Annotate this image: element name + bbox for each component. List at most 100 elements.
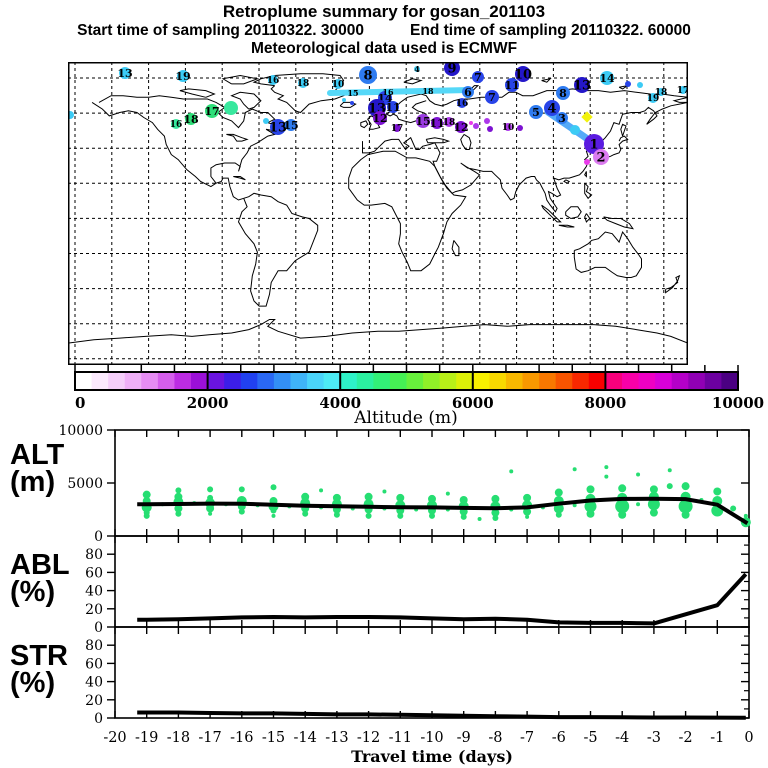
met-data-text: Meteorological data used is ECMWF bbox=[250, 40, 518, 57]
alt-scatter-dot bbox=[302, 510, 309, 517]
plume-cluster-dot bbox=[570, 125, 580, 135]
plume-cluster-day-label: 1 bbox=[589, 138, 598, 153]
panel-right-minor-ticks bbox=[744, 544, 749, 619]
alt-scatter-dot bbox=[666, 483, 673, 490]
y-tick-label: 20 bbox=[85, 602, 103, 618]
colorbar-segment bbox=[323, 372, 341, 390]
plume-cluster-dot bbox=[270, 119, 286, 135]
start-time-text: Start time of sampling 20110322. 30000 bbox=[77, 22, 365, 39]
plume-cluster-day-label: 16 bbox=[267, 76, 280, 86]
alt-scatter-dot bbox=[647, 498, 660, 511]
alt-scatter-dot bbox=[319, 488, 324, 493]
alt-scatter-dot bbox=[554, 488, 563, 497]
x-tick-label: -9 bbox=[457, 730, 471, 746]
plume-cluster-day-label: 8 bbox=[559, 87, 567, 100]
colorbar-segment bbox=[721, 372, 739, 390]
plume-cluster-dot bbox=[416, 114, 430, 128]
plume-cluster-dot bbox=[263, 118, 269, 124]
panel-abl: 0 20 40 60 80 bbox=[85, 535, 750, 636]
plume-cluster-day-label: 16 bbox=[382, 87, 394, 97]
plume-cluster-dot bbox=[574, 77, 590, 93]
alt-scatter-dot bbox=[649, 485, 658, 494]
colorbar-segment bbox=[389, 372, 407, 390]
panel-border bbox=[114, 535, 750, 628]
x-tick-label: -2 bbox=[679, 730, 693, 746]
plume-cluster-day-label: 11 bbox=[504, 79, 519, 92]
plume-cluster-day-label: 15 bbox=[283, 119, 298, 132]
plume-cluster-dot bbox=[119, 67, 131, 79]
plume-cluster-dot bbox=[205, 104, 219, 118]
abl-axis-label: ABL (%) bbox=[10, 549, 70, 608]
colorbar-segment bbox=[207, 372, 225, 390]
alt-scatter-dot bbox=[175, 510, 182, 517]
panel-y-ticks bbox=[107, 644, 749, 719]
plume-cluster-dot bbox=[171, 119, 181, 129]
alt-scatter-dot bbox=[523, 493, 532, 502]
alt-scatter-dot bbox=[270, 484, 277, 491]
plume-cluster-dot bbox=[414, 66, 420, 72]
panel-alt: 0 5000 10000 bbox=[58, 423, 751, 545]
alt-scatter-dot bbox=[208, 511, 213, 516]
panel-border bbox=[114, 429, 750, 537]
x-tick-label: -4 bbox=[615, 730, 629, 746]
alt-scatter-dot bbox=[584, 500, 597, 513]
alt-scatter-dot bbox=[175, 487, 182, 494]
alt-scatter-dot bbox=[238, 508, 245, 515]
plume-cluster-day-label: 13 bbox=[117, 67, 132, 80]
plume-cluster-day-label: 13 bbox=[269, 121, 287, 136]
colorbar-tick-label: 8000 bbox=[585, 394, 627, 412]
plume-cluster-day-label: 3 bbox=[558, 112, 566, 125]
y-tick-label: 40 bbox=[85, 584, 103, 600]
y-tick-label: 60 bbox=[85, 656, 103, 672]
plume-cluster-dot bbox=[584, 134, 604, 154]
x-tick-label: -7 bbox=[520, 730, 534, 746]
colorbar-segment bbox=[505, 372, 524, 390]
x-tick-label: 0 bbox=[744, 730, 753, 746]
panel-str: 0 20 40 60 80 bbox=[85, 626, 750, 727]
plume-cluster-dot bbox=[185, 113, 197, 125]
colorbar-segment bbox=[489, 372, 507, 390]
alt-scatter-dot bbox=[143, 512, 150, 519]
colorbar-segment bbox=[539, 372, 557, 390]
colorbar-segment bbox=[124, 372, 142, 390]
plume-cluster-day-label: 10 bbox=[502, 123, 515, 133]
plume-cluster-dot bbox=[224, 101, 238, 115]
colorbar-tick-label: 6000 bbox=[452, 394, 494, 412]
alt-axis-label: ALT (m) bbox=[10, 439, 65, 498]
plume-cluster-dot bbox=[373, 111, 387, 125]
str-axis-label: STR (%) bbox=[10, 640, 68, 699]
y-tick-label: 0 bbox=[94, 711, 103, 727]
plume-cluster-day-label: 18 bbox=[443, 118, 456, 128]
y-tick-label: 20 bbox=[85, 693, 103, 709]
alt-scatter-dot bbox=[238, 486, 245, 493]
alt-scatter-dot bbox=[743, 513, 748, 518]
colorbar-segment bbox=[472, 372, 490, 390]
colorbar-segment bbox=[240, 372, 258, 390]
colorbar-segment bbox=[704, 372, 722, 390]
plume-cluster-day-label: 11 bbox=[385, 101, 400, 114]
colorbar-border bbox=[74, 371, 739, 391]
alt-scatter-dot bbox=[730, 505, 737, 512]
colorbar-segment bbox=[621, 372, 640, 390]
plume-cluster-day-label: 15 bbox=[347, 88, 358, 98]
x-tick-label: -19 bbox=[135, 730, 158, 746]
plume-cluster-day-label: 14 bbox=[599, 72, 615, 85]
plume-cluster-day-label: 12 bbox=[372, 112, 387, 125]
plume-cluster-dot bbox=[504, 123, 512, 131]
plume-cluster-dot bbox=[679, 86, 687, 94]
plume-cluster-dot bbox=[462, 86, 474, 98]
plume-cluster-dot bbox=[350, 101, 354, 105]
plume-cluster-dot bbox=[457, 98, 467, 108]
plume-cluster-day-label: 7 bbox=[474, 71, 482, 84]
alt-scatter-dot bbox=[523, 507, 532, 516]
plume-cluster-dot bbox=[637, 82, 643, 88]
alt-scatter-dot bbox=[572, 503, 577, 508]
plume-cluster-dot bbox=[544, 100, 560, 116]
alt-scatter-dot bbox=[477, 517, 482, 522]
colorbar-segment bbox=[522, 372, 540, 390]
colorbar-segment bbox=[174, 372, 192, 390]
x-tick-label: -12 bbox=[357, 730, 380, 746]
alt-scatter-dot bbox=[636, 472, 641, 477]
x-tick-label: -20 bbox=[103, 730, 126, 746]
